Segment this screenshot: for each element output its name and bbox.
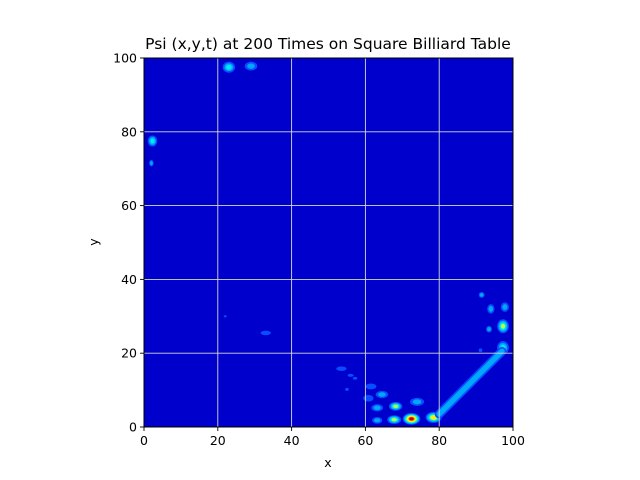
plot-background [144,58,513,427]
field-peak-12 [352,376,358,380]
field-peak-5 [371,404,384,412]
y-tick-label: 0 [129,420,137,435]
field-peak-6 [410,397,425,406]
field-peak-26 [244,61,258,71]
contour-level [500,323,506,329]
contour-level [352,376,358,380]
axis-ticks: 0 20 40 60 80 100 0 20 40 60 80 100 [113,51,525,449]
contour-level [488,305,494,312]
field-peak-3 [389,401,403,411]
field-peak-10 [336,366,347,371]
contour-level [150,138,155,144]
y-tick-label: 20 [121,346,137,361]
field-peak-20 [486,325,492,333]
grid-lines [144,58,513,427]
contour-level [226,64,232,70]
contour-level [393,404,398,408]
field-contours [147,61,509,425]
contour-level [347,373,354,377]
x-tick-label: 0 [140,433,148,448]
contour-level [409,417,414,421]
contour-level [391,418,397,422]
contour-level [150,161,153,166]
y-tick-label: 100 [113,51,137,66]
contour-level [479,293,484,297]
field-peak-4 [372,417,383,424]
field-peak-15 [223,315,227,318]
field-peak-21 [478,291,485,298]
contour-level [365,383,377,390]
field-peak-24 [149,159,154,167]
contour-level [247,63,255,69]
field-peak-13 [345,387,349,391]
y-tick-label: 60 [121,198,137,213]
field-peak-7 [363,394,374,402]
contour-level [374,418,381,423]
contour-level [336,366,347,371]
contour-level [223,315,227,318]
chart-title: Psi (x,y,t) at 200 Times on Square Billi… [145,35,511,53]
field-peak-2 [387,415,402,425]
contour-level [412,399,422,405]
field-ridge [434,346,507,419]
x-axis-label: x [324,455,331,470]
field-peak-23 [147,135,158,147]
y-tick-label: 80 [121,124,137,139]
x-tick-label: 20 [210,433,226,448]
contour-level [363,394,374,402]
x-tick-label: 40 [284,433,300,448]
field-peak-11 [347,373,354,377]
field-peak-14 [260,330,271,336]
contour-level [431,415,436,419]
x-tick-label: 60 [357,433,373,448]
contour-level [487,327,491,332]
field-peak-8 [375,390,389,399]
y-axis-label: y [86,238,101,246]
field-peak-22 [478,348,483,353]
y-tick-label: 40 [121,272,137,287]
field-peak-25 [222,61,236,73]
field-peak-19 [487,304,495,314]
contour-level [502,304,508,311]
field-peak-0 [402,412,421,425]
contour-level [478,348,483,353]
x-tick-label: 100 [501,433,525,448]
x-tick-label: 80 [431,433,447,448]
ridge-level [436,348,505,417]
field-peak-9 [365,383,377,390]
plot-frame [143,57,514,428]
contour-level [373,405,381,411]
field-peak-18 [500,302,509,312]
contour-level [378,392,386,397]
field-peak-16 [497,319,509,334]
contour-level [345,387,349,391]
contour-level [260,330,271,336]
